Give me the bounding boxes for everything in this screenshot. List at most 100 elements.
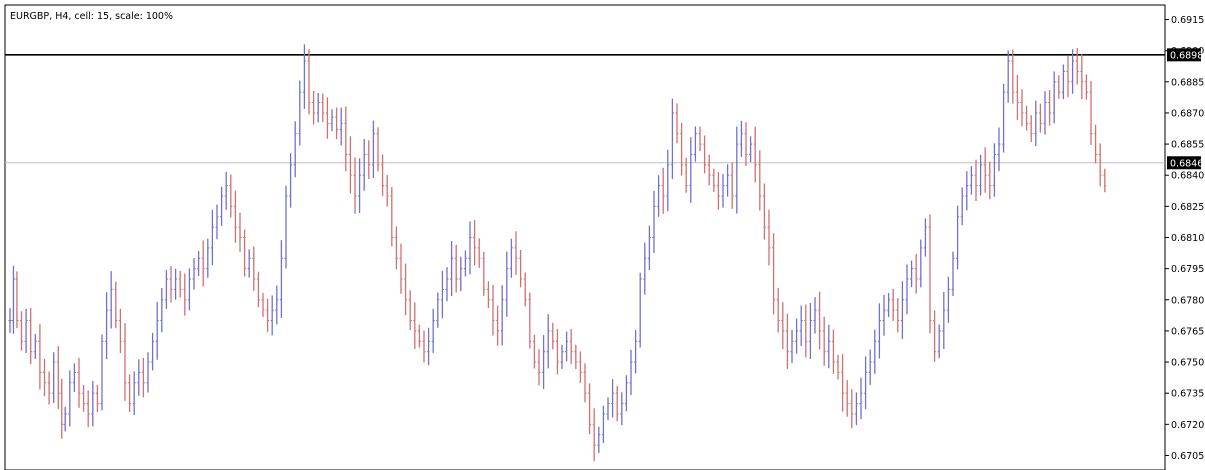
price-bar [100, 334, 104, 411]
price-bar [109, 271, 113, 329]
price-bar [38, 324, 42, 390]
price-bar [247, 249, 251, 278]
price-bar [233, 190, 237, 243]
price-bar [808, 302, 812, 359]
price-bar [965, 171, 969, 211]
price-bar [141, 357, 145, 398]
price-bar [358, 158, 362, 213]
price-bar [1080, 53, 1084, 100]
price-tag-box-1 [1167, 156, 1201, 170]
price-bar [123, 323, 127, 401]
price-bar [597, 426, 601, 454]
price-bar [118, 308, 122, 354]
price-bar [680, 123, 684, 176]
price-bar [1103, 168, 1107, 193]
price-bar [256, 271, 260, 308]
y-tick-label: 0.6765 [1171, 326, 1204, 337]
price-bar [758, 150, 762, 211]
price-bar [979, 154, 983, 196]
price-bar [588, 383, 592, 435]
price-bar [500, 285, 504, 346]
price-bar [804, 304, 808, 358]
price-bar [321, 93, 325, 123]
price-bar [813, 297, 817, 334]
price-bar [726, 164, 730, 197]
price-bar [394, 226, 398, 270]
price-bar [86, 390, 90, 428]
price-bar [831, 329, 835, 374]
price-bar [735, 126, 739, 214]
price-bar [413, 302, 417, 350]
price-bar [730, 162, 734, 209]
price-bar [942, 291, 946, 350]
price-bar [68, 370, 72, 427]
price-bar [11, 265, 15, 334]
price-bar [289, 153, 293, 208]
price-tag-label-0: 0.6898 [1170, 50, 1203, 61]
price-bar [20, 311, 23, 351]
price-bar [362, 138, 366, 191]
price-bar [491, 284, 495, 336]
price-bar [408, 290, 412, 331]
price-bar [551, 322, 555, 350]
price-bar [279, 240, 283, 318]
price-bar [330, 109, 334, 132]
price-bar [348, 136, 352, 194]
price-bar [703, 135, 707, 174]
price-bar [243, 229, 247, 277]
price-bar [1089, 80, 1093, 145]
price-bar [859, 377, 863, 420]
price-bar [381, 154, 385, 196]
price-bar [417, 324, 421, 348]
price-bar [854, 392, 858, 426]
price-bar [753, 126, 757, 183]
price-bar [224, 171, 228, 210]
price-bar [841, 354, 845, 412]
price-bar [220, 186, 224, 226]
price-bar [643, 242, 647, 295]
y-tick-label: 0.6810 [1171, 233, 1204, 244]
price-bar [132, 371, 136, 416]
price-bar [956, 205, 960, 270]
price-bar [933, 310, 937, 362]
price-bar [307, 49, 311, 115]
price-bar [445, 267, 449, 302]
price-bar [923, 218, 927, 257]
price-bar [946, 276, 950, 323]
price-bar [716, 171, 720, 210]
price-bar [335, 107, 339, 140]
price-bar [477, 238, 481, 268]
price-bar [1015, 74, 1019, 120]
price-bar [427, 327, 431, 366]
price-bar [1098, 143, 1102, 187]
price-bar [629, 349, 633, 395]
price-bar [1025, 105, 1029, 131]
price-bar [164, 269, 168, 309]
price-bar [178, 270, 182, 298]
price-bar [670, 98, 674, 180]
price-bar [969, 166, 973, 195]
price-bar [744, 122, 748, 166]
price-bar [284, 185, 288, 269]
price-bar [215, 204, 219, 240]
y-tick-label: 0.6705 [1171, 451, 1204, 462]
price-bar [873, 329, 877, 374]
price-bar [47, 371, 51, 405]
price-bar [15, 271, 19, 329]
price-bar [197, 251, 201, 276]
price-bar [201, 240, 205, 287]
price-bar [974, 159, 978, 202]
price-bar [983, 147, 987, 193]
price-bar [919, 239, 923, 288]
price-bar [266, 298, 270, 332]
price-bar [1075, 47, 1079, 85]
price-tag-box-0 [1167, 48, 1201, 62]
price-bar [1020, 89, 1024, 127]
price-bar [1071, 49, 1075, 94]
price-bar [928, 214, 932, 334]
price-bar [997, 127, 1001, 172]
price-bar [827, 324, 831, 369]
price-tags-layer: 0.6898 0.6846 [1167, 48, 1203, 170]
price-bar [459, 256, 463, 292]
